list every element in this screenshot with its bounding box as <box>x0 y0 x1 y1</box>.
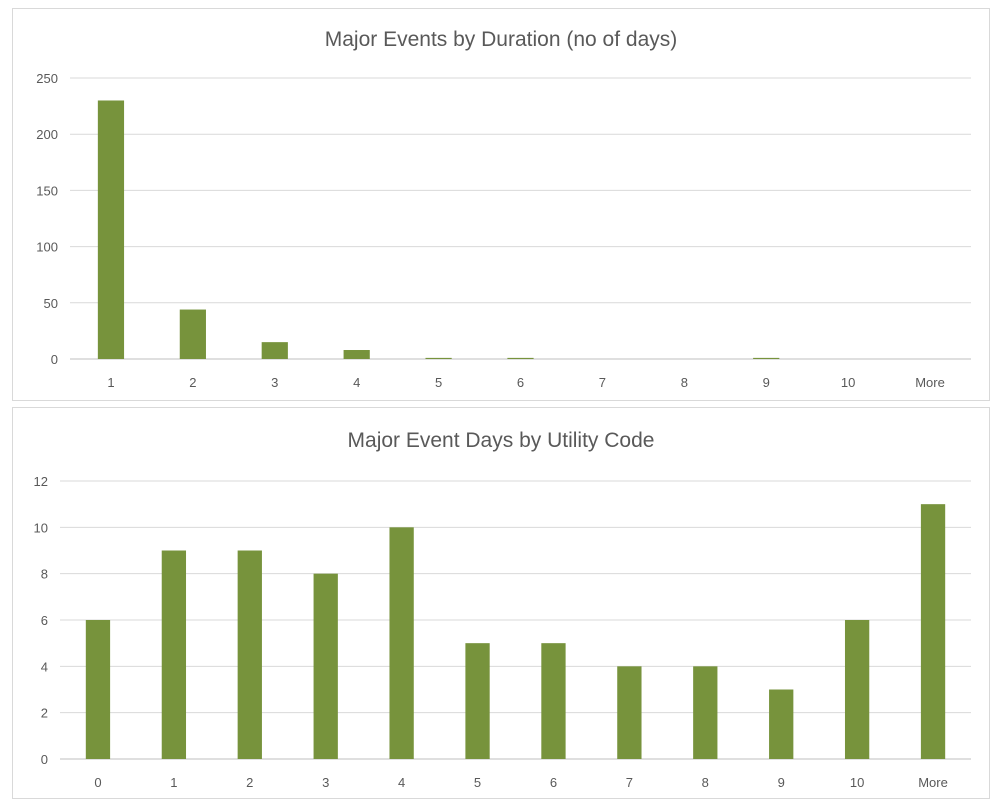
duration-y-tick-label: 50 <box>44 296 58 311</box>
utility-code-x-tick-label: 1 <box>170 775 177 790</box>
utility-code-x-tick-label: 4 <box>398 775 405 790</box>
duration-bar <box>343 350 370 359</box>
utility-code-x-tick-label: 10 <box>850 775 864 790</box>
utility-code-bar <box>85 620 111 759</box>
utility-code-y-tick-label: 4 <box>41 659 48 674</box>
utility-code-bar <box>844 620 870 759</box>
utility-code-bar <box>617 666 642 759</box>
duration-x-tick-label: 8 <box>681 375 688 390</box>
utility-code-bar <box>769 689 794 759</box>
chart-duration: Major Events by Duration (no of days) 0 5… <box>12 8 990 401</box>
utility-code-x-tick-label: 3 <box>322 775 329 790</box>
duration-x-tick-label: 6 <box>517 375 524 390</box>
duration-bar <box>261 342 288 359</box>
chart-title-utility-code: Major Event Days by Utility Code <box>347 429 655 452</box>
duration-x-tick-label: 5 <box>435 375 442 390</box>
utility-code-x-tick-label: 7 <box>626 775 633 790</box>
utility-code-bar <box>161 550 187 759</box>
utility-code-bar <box>693 666 718 759</box>
utility-code-bar <box>920 504 946 759</box>
duration-x-tick-label: 1 <box>107 375 114 390</box>
duration-x-tick-label: 2 <box>189 375 196 390</box>
utility-code-bar <box>389 527 414 759</box>
duration-x-tick-label: More <box>915 375 945 390</box>
duration-x-tick-label: 4 <box>353 375 360 390</box>
duration-bar <box>97 100 125 359</box>
utility-code-y-tick-label: 10 <box>34 520 48 535</box>
utility-code-x-tick-label: 8 <box>702 775 709 790</box>
utility-code-y-tick-label: 6 <box>41 613 48 628</box>
duration-x-tick-label: 7 <box>599 375 606 390</box>
duration-x-tick-label: 10 <box>841 375 855 390</box>
chart-title-duration: Major Events by Duration (no of days) <box>324 28 678 51</box>
utility-code-y-tick-label: 8 <box>41 567 48 582</box>
utility-code-x-tick-label: More <box>918 775 948 790</box>
duration-y-tick-label: 0 <box>51 352 58 367</box>
duration-x-tick-label: 9 <box>763 375 770 390</box>
duration-bar <box>507 357 534 359</box>
duration-bar <box>753 357 780 359</box>
utility-code-bar <box>237 550 262 759</box>
duration-bar <box>179 309 206 359</box>
utility-code-y-tick-label: 0 <box>41 752 48 767</box>
duration-y-tick-label: 100 <box>36 240 58 255</box>
utility-code-y-tick-label: 2 <box>41 706 48 721</box>
utility-code-y-tick-label: 12 <box>34 474 48 489</box>
duration-x-tick-label: 3 <box>271 375 278 390</box>
utility-code-x-tick-label: 9 <box>778 775 785 790</box>
duration-y-tick-label: 250 <box>36 71 58 86</box>
utility-code-x-tick-label: 5 <box>474 775 481 790</box>
utility-code-x-tick-label: 0 <box>94 775 101 790</box>
utility-code-bar <box>313 573 338 759</box>
duration-bar <box>425 357 452 359</box>
utility-code-x-tick-label: 6 <box>550 775 557 790</box>
utility-code-x-tick-label: 2 <box>246 775 253 790</box>
duration-y-tick-label: 200 <box>36 127 58 142</box>
utility-code-bar <box>541 643 566 759</box>
duration-y-tick-label: 150 <box>36 183 58 198</box>
chart-utility-code: Major Event Days by Utility Code 0 2 4 6 8 10… <box>12 407 990 799</box>
plot-area-duration: 0 50 100 150 200 250 1 2 3 4 5 6 7 8 9 10 More <box>36 71 971 390</box>
utility-code-bar <box>465 643 490 759</box>
